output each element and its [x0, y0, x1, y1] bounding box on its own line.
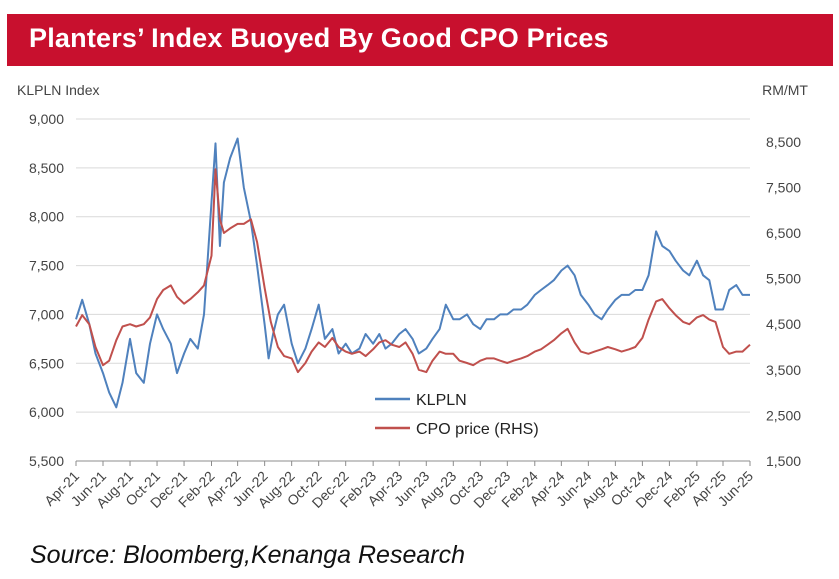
left-tick-label: 7,000: [29, 306, 64, 322]
left-tick-label: 6,000: [29, 404, 64, 420]
series-line-cpo: [75, 168, 751, 374]
right-tick-label: 5,500: [766, 271, 801, 287]
left-axis-label: KLPLN Index: [17, 82, 100, 98]
right-tick-label: 1,500: [766, 453, 801, 469]
gridlines: [76, 118, 750, 462]
source-note: Source: Bloomberg,Kenanga Research: [30, 541, 465, 569]
series-lines: [75, 137, 751, 409]
legend-label-klpln: KLPLN: [416, 392, 467, 409]
left-tick-label: 9,000: [29, 111, 64, 127]
series-line-klpln: [75, 137, 750, 409]
title-banner: Planters’ Index Buoyed By Good CPO Price…: [7, 14, 833, 66]
right-tick-label: 6,500: [766, 225, 801, 241]
chart-title: Planters’ Index Buoyed By Good CPO Price…: [29, 23, 609, 53]
legend: KLPLN CPO price (RHS): [375, 392, 539, 438]
right-tick-label: 7,500: [766, 179, 801, 195]
legend-label-cpo: CPO price (RHS): [416, 421, 539, 438]
left-tick-label: 5,500: [29, 453, 64, 469]
right-axis-label: RM/MT: [762, 82, 808, 98]
left-tick-label: 8,000: [29, 209, 64, 225]
left-tick-label: 6,500: [29, 355, 64, 371]
left-tick-label: 8,500: [29, 160, 64, 176]
axes: 9,000 8,500 8,000 7,500 7,000 6,500 6,000 5,500…: [29, 111, 801, 511]
left-tick-label: 7,500: [29, 258, 64, 274]
right-tick-label: 4,500: [766, 316, 801, 332]
right-tick-label: 3,500: [766, 362, 801, 378]
right-tick-label: 2,500: [766, 407, 801, 423]
right-tick-label: 8,500: [766, 134, 801, 150]
